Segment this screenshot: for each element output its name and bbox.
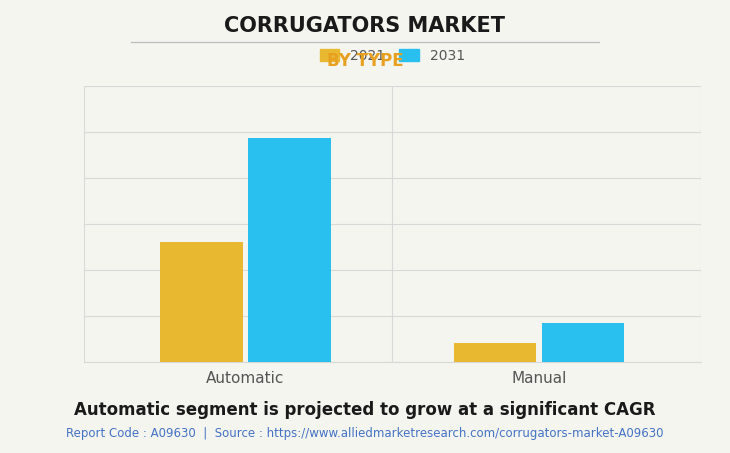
Text: BY TYPE: BY TYPE — [327, 52, 403, 70]
Bar — [542, 323, 624, 362]
Text: Automatic segment is projected to grow at a significant CAGR: Automatic segment is projected to grow a… — [74, 401, 656, 419]
Text: CORRUGATORS MARKET: CORRUGATORS MARKET — [225, 16, 505, 36]
Legend: 2021, 2031: 2021, 2031 — [314, 43, 471, 68]
Bar — [454, 343, 537, 362]
Bar — [161, 241, 242, 362]
Text: Report Code : A09630  |  Source : https://www.alliedmarketresearch.com/corrugato: Report Code : A09630 | Source : https://… — [66, 427, 664, 440]
Bar — [248, 138, 331, 362]
